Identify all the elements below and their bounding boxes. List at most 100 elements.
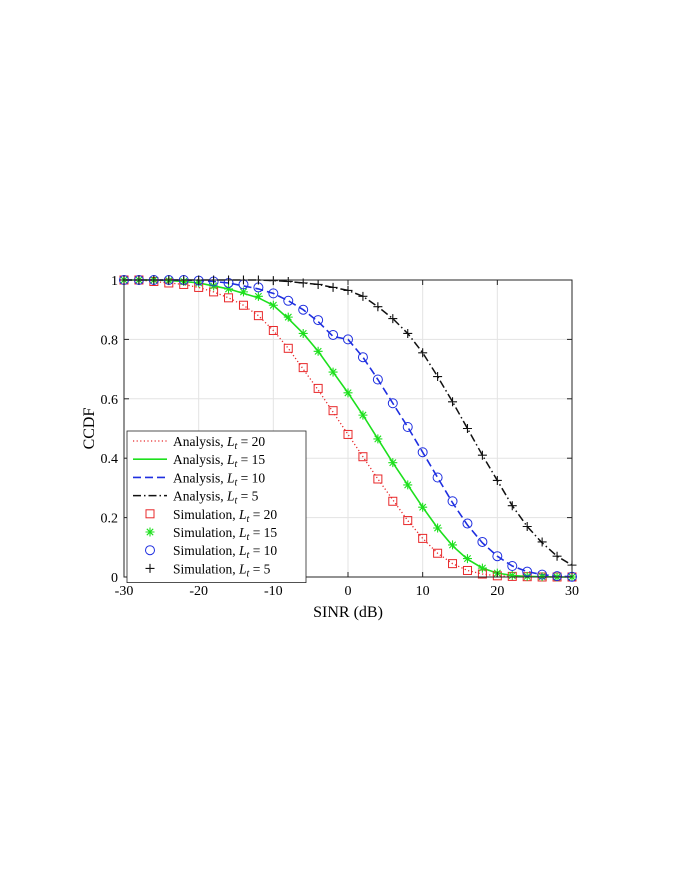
simulation-point — [462, 518, 473, 529]
simulation-point — [313, 279, 323, 289]
simulation-point — [358, 410, 368, 420]
legend-label: Analysis, Lt = 5 — [173, 489, 259, 507]
simulation-point — [433, 372, 443, 382]
simulation-point — [537, 537, 547, 547]
simulation-point — [507, 501, 517, 511]
x-tick-label: 10 — [416, 584, 430, 599]
simulation-point — [462, 424, 472, 433]
simulation-point — [537, 569, 548, 580]
simulation-point — [388, 496, 398, 506]
simulation-point — [238, 300, 248, 310]
simulation-point — [328, 329, 339, 340]
y-axis-label: CCDF — [81, 408, 98, 450]
legend-label: Simulation, Lt = 10 — [173, 543, 277, 561]
simulation-point — [268, 300, 278, 310]
legend-entry: Analysis, Lt = 10 — [133, 470, 265, 488]
legend-marker-swatch — [145, 509, 155, 519]
simulation-point — [373, 434, 383, 444]
x-tick-label: -30 — [115, 584, 134, 599]
simulation-point — [313, 346, 323, 356]
simulation-point — [477, 536, 488, 547]
simulation-point — [388, 314, 398, 324]
simulation-point — [403, 328, 413, 338]
legend-label: Analysis, Lt = 15 — [173, 452, 265, 470]
x-tick-label: 0 — [345, 584, 352, 599]
legend-entry: Analysis, Lt = 20 — [133, 434, 265, 452]
simulation-point — [418, 348, 428, 358]
simulation-point — [433, 523, 443, 533]
legend-box — [126, 430, 307, 584]
simulation-point — [552, 571, 563, 582]
y-tick-label: 0.4 — [101, 452, 119, 467]
simulation-point — [462, 565, 472, 575]
simulation-point — [343, 388, 353, 398]
simulation-point — [507, 571, 517, 581]
simulation-point — [268, 325, 278, 335]
simulation-point — [283, 295, 294, 306]
simulation-point — [372, 374, 383, 385]
simulation-point — [477, 450, 487, 460]
simulation-point — [283, 312, 293, 322]
simulation-point — [492, 475, 502, 485]
legend-entry: Simulation, Lt = 10 — [145, 543, 277, 561]
simulation-point — [373, 302, 383, 312]
legend-entry: Simulation, Lt = 20 — [145, 507, 277, 525]
simulation-point — [448, 397, 458, 407]
y-axis-ticks: 0 0.2 0.4 0.6 0.8 1 — [101, 274, 572, 586]
simulation-point — [313, 383, 323, 393]
simulation-point — [253, 311, 263, 321]
simulation-point — [298, 304, 309, 315]
x-tick-label: 20 — [490, 584, 504, 599]
simulation-point — [448, 540, 458, 550]
simulation-point — [447, 496, 458, 507]
legend-entry: Simulation, Lt = 5 — [145, 561, 271, 579]
legend-label: Analysis, Lt = 20 — [173, 434, 265, 452]
simulation-point — [328, 406, 338, 416]
simulation-point — [492, 551, 503, 562]
legend-marker-swatch — [145, 527, 155, 537]
simulation-point — [418, 533, 428, 543]
simulation-point — [328, 282, 338, 292]
simulation-point — [224, 284, 234, 294]
simulation-point — [357, 352, 368, 363]
legend-marker-swatch — [145, 545, 155, 556]
legend-label: Simulation, Lt = 5 — [173, 561, 271, 579]
y-tick-label: 0.8 — [101, 333, 119, 348]
x-tick-label: -10 — [264, 584, 283, 599]
simulation-point — [403, 480, 413, 490]
simulation-point — [283, 343, 293, 353]
simulation-point — [477, 563, 487, 573]
legend-marker-swatch — [145, 563, 155, 573]
simulation-point — [224, 293, 234, 303]
simulation-point — [448, 559, 458, 569]
legend-label: Simulation, Lt = 15 — [173, 525, 277, 543]
simulation-point — [298, 328, 308, 338]
y-tick-label: 1 — [111, 274, 118, 289]
simulation-point — [432, 472, 443, 483]
simulation-point — [507, 561, 518, 572]
y-tick-label: 0.2 — [101, 512, 119, 527]
simulation-point — [343, 429, 353, 439]
legend-entry: Analysis, Lt = 5 — [133, 489, 259, 507]
simulation-point — [283, 276, 293, 286]
simulation-point — [388, 458, 398, 468]
simulation-point — [418, 502, 428, 512]
simulation-point — [328, 367, 338, 377]
simulation-point — [358, 452, 368, 462]
simulation-point — [343, 285, 353, 295]
simulation-point — [343, 334, 353, 345]
legend-label: Simulation, Lt = 20 — [173, 507, 277, 525]
simulation-point — [462, 554, 472, 564]
simulation-point — [253, 291, 263, 301]
y-tick-label: 0.6 — [101, 393, 119, 408]
simulation-point — [298, 363, 308, 373]
simulation-point — [373, 474, 383, 484]
simulation-point — [522, 566, 533, 577]
y-tick-label: 0 — [111, 571, 118, 586]
simulation-point — [552, 551, 562, 561]
simulation-point — [417, 447, 428, 458]
simulation-point — [358, 291, 368, 301]
legend-entry: Analysis, Lt = 15 — [133, 452, 265, 470]
